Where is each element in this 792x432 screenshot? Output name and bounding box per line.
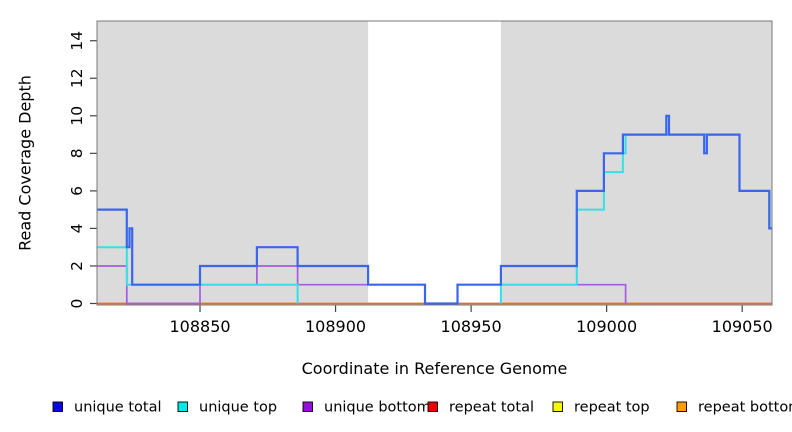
legend-swatch-unique-bottom bbox=[302, 401, 313, 412]
legend-label-unique-total: unique total bbox=[74, 400, 162, 416]
legend-label-repeat-total: repeat total bbox=[449, 400, 534, 416]
legend-swatch-repeat-total bbox=[427, 401, 438, 412]
legend-swatch-unique-top bbox=[177, 401, 188, 412]
y-tick-label: 6 bbox=[68, 186, 86, 196]
legend-label-unique-top: unique top bbox=[199, 400, 277, 416]
y-tick-label: 0 bbox=[68, 299, 86, 309]
y-tick-label: 4 bbox=[68, 223, 86, 233]
y-axis-title: Read Coverage Depth bbox=[15, 75, 35, 251]
y-tick-label: 14 bbox=[68, 31, 86, 51]
x-tick-label: 108950 bbox=[441, 317, 502, 336]
plot-border bbox=[96, 20, 773, 306]
x-tick-label: 109050 bbox=[712, 317, 773, 336]
y-tick-label: 12 bbox=[68, 68, 86, 88]
x-tick-label: 108850 bbox=[169, 317, 230, 336]
legend-label-repeat-top: repeat top bbox=[574, 400, 650, 416]
y-tick-label: 2 bbox=[68, 261, 86, 271]
y-tick-label: 8 bbox=[68, 148, 86, 158]
x-tick-label: 108900 bbox=[305, 317, 366, 336]
legend-label-unique-bottom: unique bottom bbox=[324, 400, 431, 416]
series-line-unique-total bbox=[97, 114, 772, 305]
x-tick-label: 109000 bbox=[576, 317, 637, 336]
legend-swatch-unique-total bbox=[52, 401, 63, 412]
y-tick-label: 10 bbox=[68, 106, 86, 126]
legend-swatch-repeat-bottom bbox=[676, 401, 687, 412]
legend-swatch-repeat-top bbox=[552, 401, 563, 412]
x-axis-title: Coordinate in Reference Genome bbox=[301, 359, 568, 378]
shaded-region-0 bbox=[97, 21, 369, 305]
legend-label-repeat-bottom: repeat bottom bbox=[698, 400, 792, 416]
shaded-region-1 bbox=[500, 21, 772, 305]
